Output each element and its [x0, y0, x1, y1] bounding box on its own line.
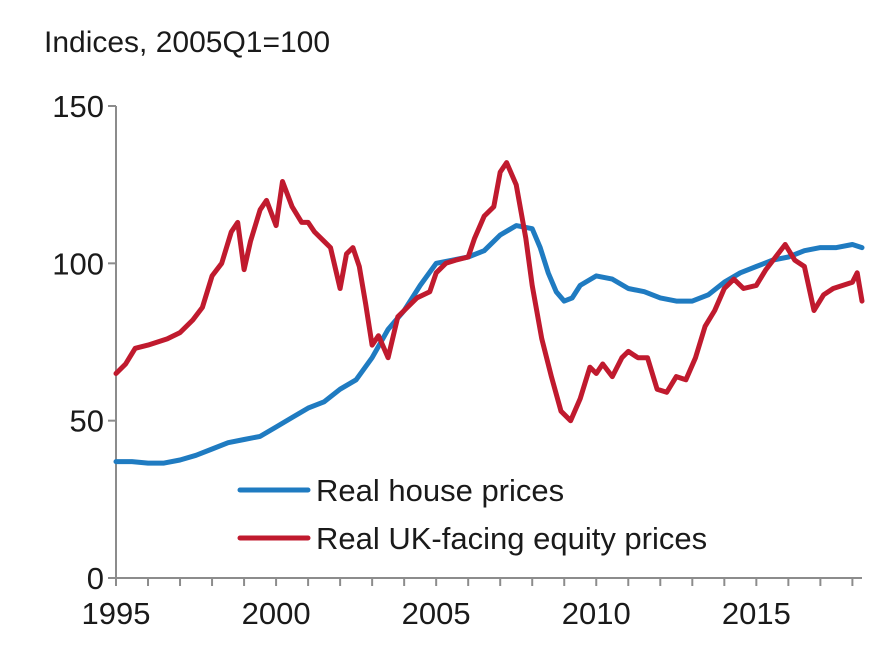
x-tick-label: 2010 — [562, 596, 631, 631]
series-line-2 — [113, 160, 865, 424]
chart-annotation: Indices, 2005Q1=100 — [44, 26, 331, 59]
x-tick-label: 2000 — [242, 596, 311, 631]
legend-label-1: Real house prices — [316, 473, 564, 508]
x-tick-label: 1995 — [82, 596, 151, 631]
legend-label-2: Real UK-facing equity prices — [316, 521, 707, 556]
series-line-1 — [113, 223, 865, 466]
y-tick-label: 150 — [52, 89, 104, 124]
y-tick-label: 0 — [87, 561, 104, 596]
x-tick-label: 2005 — [402, 596, 471, 631]
y-tick-label: 100 — [52, 246, 104, 281]
y-tick-label: 50 — [70, 404, 104, 439]
x-tick-label: 2015 — [722, 596, 791, 631]
